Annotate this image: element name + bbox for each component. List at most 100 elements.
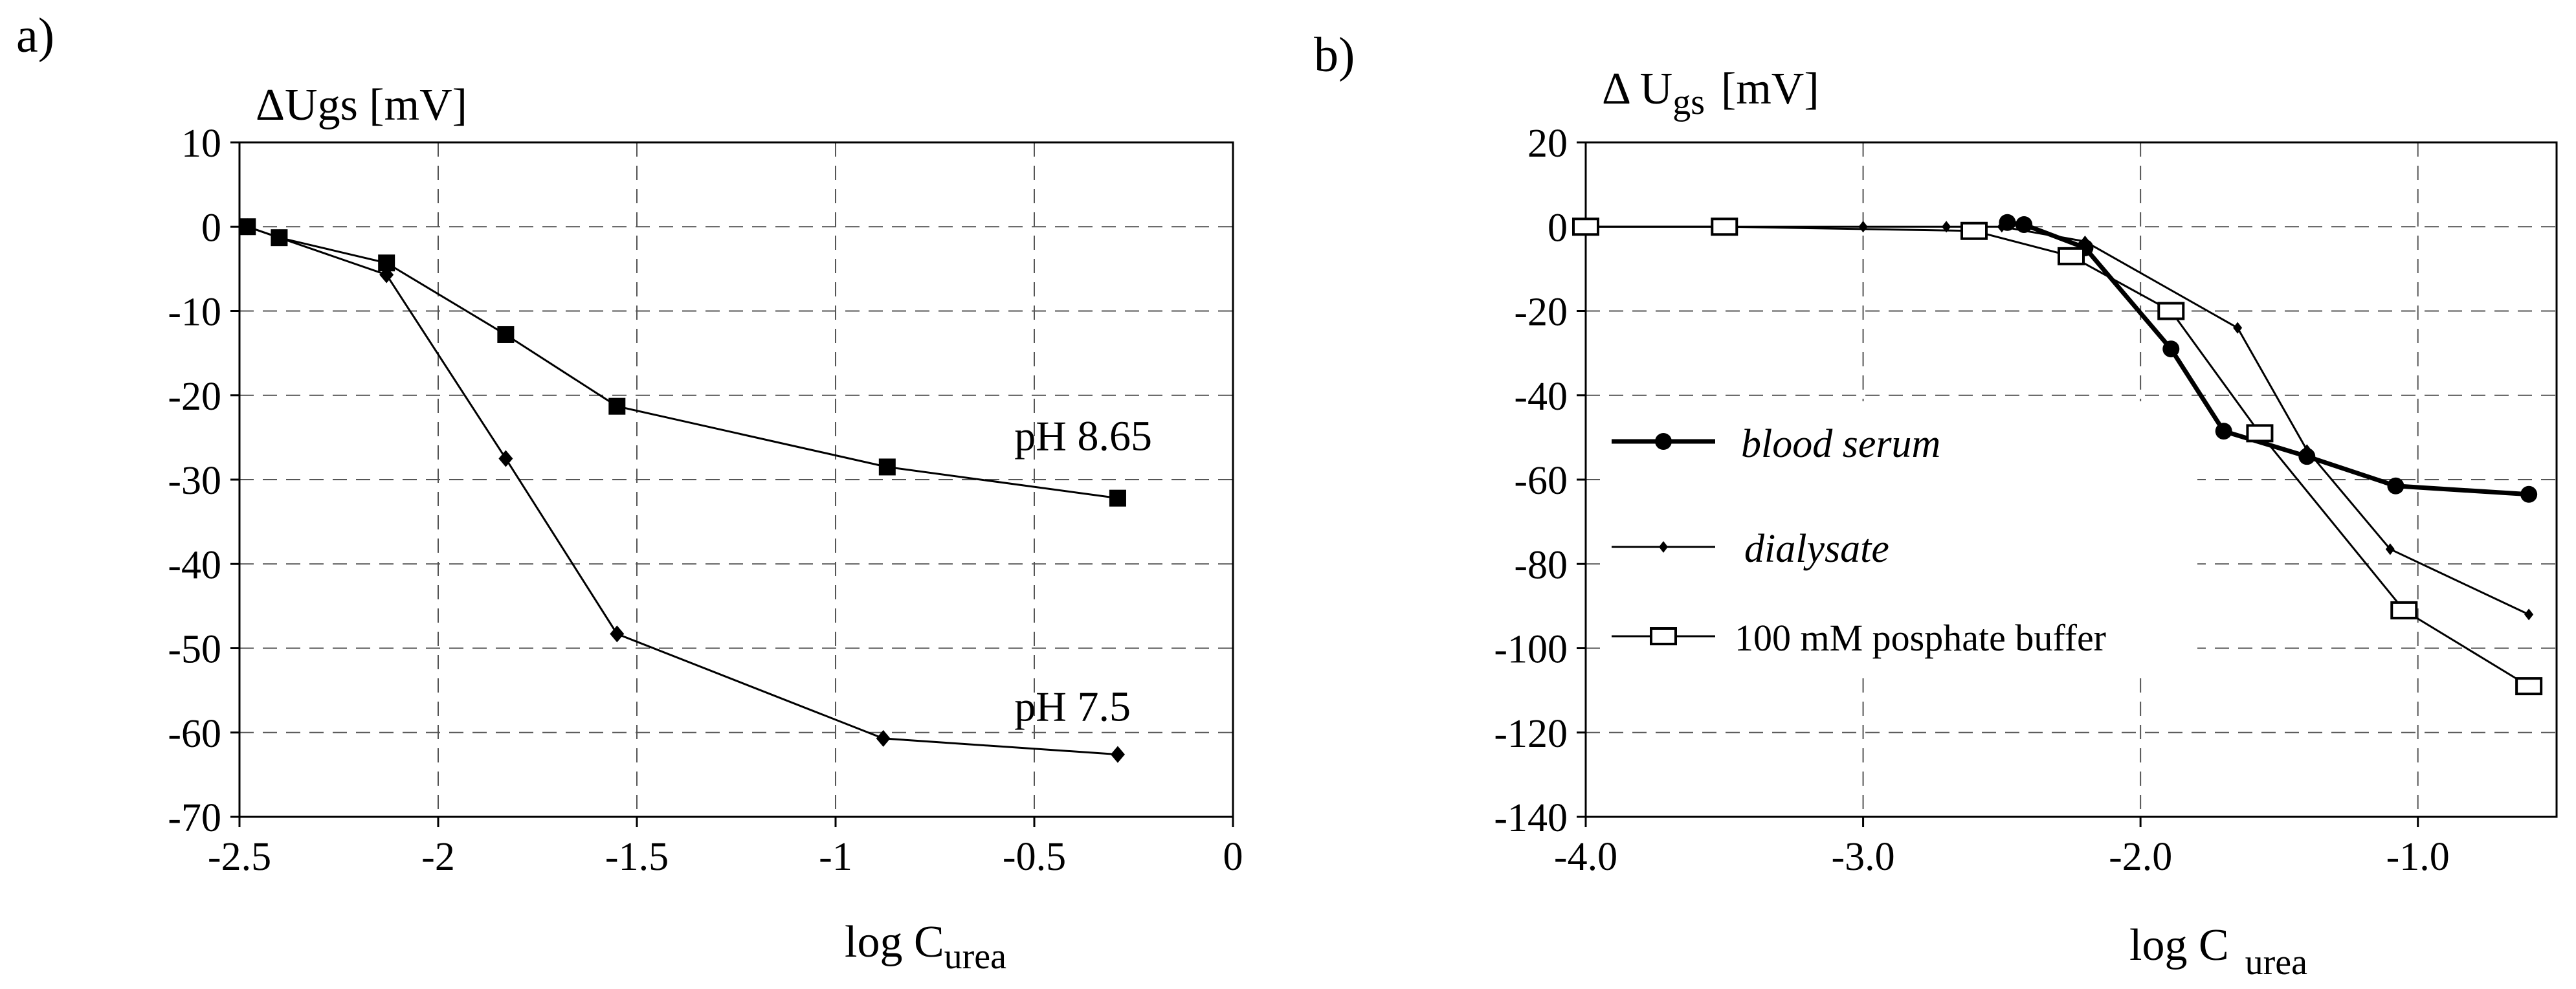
data-point-100-mm-posphate-buffer	[1711, 217, 1738, 236]
y-tick-label: -20	[1514, 291, 1568, 335]
y-tick-label: 0	[1548, 206, 1568, 250]
y-tick-label: -80	[1514, 543, 1568, 587]
panel-b-y-axis-label-unit: [mV]	[1721, 64, 1819, 114]
data-point-100-mm-posphate-buffer	[2515, 677, 2543, 696]
data-point-ph-7-5	[240, 218, 255, 236]
data-point-blood-serum	[2215, 423, 2232, 440]
data-point-dialysate	[1858, 221, 1868, 233]
data-point-blood-serum	[2015, 216, 2033, 233]
x-tick-label: -1	[819, 835, 852, 879]
data-point-ph-8-65	[878, 458, 896, 476]
series-100-mm-posphate-buffer	[1572, 217, 2543, 696]
y-tick-label: -140	[1494, 796, 1568, 840]
panel-a-grid	[239, 142, 1233, 817]
data-point-blood-serum	[2520, 485, 2538, 503]
annotation-ph-7-5: pH 7.5	[1014, 683, 1131, 731]
y-tick-label: -120	[1494, 712, 1568, 756]
x-tick-label: -4.0	[1554, 835, 1617, 879]
panel-b-y-axis-label-main: Δ U	[1602, 64, 1672, 114]
panel-b-legend: blood serum dialysate 100 mM posphate bu…	[1602, 401, 2197, 673]
data-point-dialysate	[2233, 322, 2243, 334]
panel-b-x-axis-label-main: log C	[2129, 920, 2229, 970]
legend-item-phosphate-buffer	[1612, 627, 1715, 645]
x-tick-label: -2	[421, 835, 455, 879]
series-ph-8-65	[239, 218, 1126, 507]
panel-a-x-axis-label-sub: urea	[944, 937, 1007, 977]
data-point-ph-7-5	[876, 729, 891, 747]
panel-a-label: a)	[16, 8, 54, 63]
x-tick-label: -0.5	[1003, 835, 1066, 879]
legend-background	[1602, 401, 2197, 673]
panel-a-y-axis-label: ΔUgs [mV]	[256, 80, 467, 130]
data-point-ph-7-5	[272, 229, 287, 247]
y-tick-label: -20	[168, 375, 221, 419]
panel-b-label: b)	[1314, 28, 1355, 82]
x-tick-label: -1.5	[605, 835, 669, 879]
series-line-ph-8-65	[247, 225, 1118, 500]
y-tick-label: -50	[168, 628, 221, 672]
panel-b-y-ticks: 20 0 -20 -40 -60 -80 -100 -120 -140	[1494, 122, 1586, 840]
data-point-100-mm-posphate-buffer	[2390, 601, 2418, 619]
panel-a-x-ticks: -2.5 -2 -1.5 -1 -0.5 0	[208, 817, 1243, 879]
y-tick-label: 20	[1527, 122, 1568, 166]
data-point-100-mm-posphate-buffer	[1572, 217, 1599, 236]
data-point-ph-7-5	[379, 266, 394, 283]
panel-b-y-axis-label: Δ Ugs [mV]	[1602, 64, 1819, 122]
panel-b-x-axis-label-sub: urea	[2245, 942, 2308, 983]
panel-b-x-ticks: -4.0 -3.0 -2.0 -1.0	[1554, 817, 2450, 879]
legend-marker	[1655, 433, 1672, 450]
data-point-100-mm-posphate-buffer	[2157, 302, 2185, 320]
series-line-ph-7-5	[247, 225, 1118, 756]
series-line-dialysate	[1586, 225, 2529, 616]
data-point-ph-8-65	[497, 326, 515, 343]
data-point-ph-8-65	[1109, 489, 1126, 507]
panel-a-x-axis-label: log Curea	[845, 917, 1006, 977]
y-tick-label: -10	[168, 291, 221, 335]
annotation-ph-8-65: pH 8.65	[1014, 412, 1152, 460]
data-point-100-mm-posphate-buffer	[2246, 424, 2274, 443]
data-point-ph-8-65	[608, 397, 626, 415]
legend-item-blood-serum	[1612, 433, 1715, 450]
y-tick-label: -100	[1494, 628, 1568, 672]
y-tick-label: -40	[1514, 375, 1568, 419]
y-tick-label: -60	[1514, 459, 1568, 503]
data-point-dialysate	[2524, 608, 2534, 621]
y-tick-label: -60	[168, 712, 221, 756]
panel-b: b) Δ Ugs [mV] 20 0 -20 -40 -60 -80 -100 -120 -140…	[1314, 28, 2558, 983]
y-tick-label: -40	[168, 543, 221, 587]
y-tick-label: 10	[181, 122, 221, 166]
y-tick-label: 0	[201, 206, 221, 250]
x-tick-label: -1.0	[2386, 835, 2450, 879]
panel-b-y-axis-label-sub: gs	[1672, 82, 1705, 122]
legend-label-blood-serum: blood serum	[1741, 422, 1940, 466]
data-point-blood-serum	[2298, 448, 2316, 465]
legend-label-phosphate-buffer: 100 mM posphate buffer	[1735, 617, 2106, 659]
x-tick-label: 0	[1223, 835, 1243, 879]
x-tick-label: -3.0	[1831, 835, 1894, 879]
data-point-dialysate	[2080, 236, 2090, 248]
series-line-blood-serum	[2006, 220, 2529, 497]
data-point-dialysate	[2302, 444, 2312, 456]
panel-a-y-ticks: 10 0 -10 -20 -30 -40 -50 -60 -70	[168, 122, 239, 840]
legend-marker	[1650, 627, 1677, 645]
series-line-100-mm-posphate-buffer	[1586, 225, 2529, 687]
y-tick-label: -30	[168, 459, 221, 503]
data-point-blood-serum	[2387, 477, 2404, 494]
panel-a: a) ΔUgs [mV] 100-10-20-30-40-50-60-70 -2…	[16, 8, 1243, 977]
panel-b-series	[1572, 214, 2543, 696]
x-tick-label: -2.5	[208, 835, 271, 879]
data-point-ph-7-5	[498, 450, 513, 467]
legend-marker	[1659, 541, 1668, 553]
data-point-100-mm-posphate-buffer	[1960, 221, 1988, 240]
data-point-blood-serum	[2162, 340, 2180, 358]
panel-a-x-axis-label-main: log C	[845, 917, 944, 967]
x-tick-label: -2.0	[2109, 835, 2172, 879]
panel-b-x-axis-label: log C urea	[2129, 920, 2307, 983]
data-point-ph-7-5	[610, 625, 625, 643]
data-point-dialysate	[1997, 221, 2006, 233]
series-ph-7-5	[240, 218, 1125, 763]
panel-a-series	[239, 218, 1126, 763]
legend-item-dialysate	[1612, 541, 1715, 553]
legend-label-dialysate: dialysate	[1744, 527, 1889, 571]
